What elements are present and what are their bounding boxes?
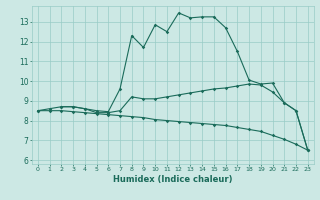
X-axis label: Humidex (Indice chaleur): Humidex (Indice chaleur)	[113, 175, 233, 184]
